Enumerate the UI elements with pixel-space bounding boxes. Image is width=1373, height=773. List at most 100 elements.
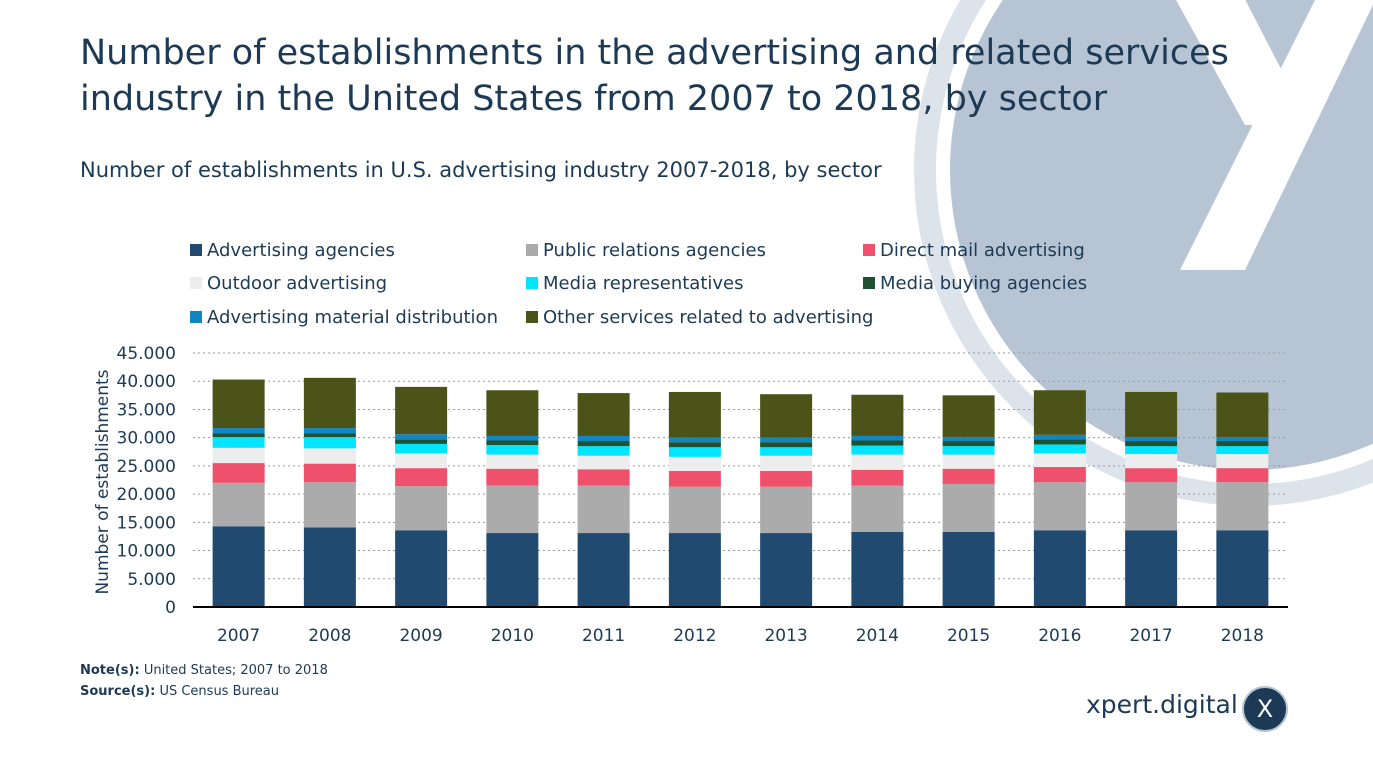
bar-segment [577, 485, 630, 534]
source-text: US Census Bureau [159, 684, 280, 699]
bar-segment [395, 468, 448, 487]
legend-swatch [190, 277, 202, 289]
bar-segment [1216, 482, 1269, 531]
bar-segment [577, 455, 630, 470]
source-line: Source(s): US Census Bureau [80, 681, 328, 702]
stacked-bar-chart: 0 5.000 10.000 15.000 20.000 25.000 30.000 35.0… [93, 344, 1288, 646]
bar-segment [486, 390, 539, 436]
bar-segment [668, 391, 721, 438]
bar-segment [212, 437, 265, 448]
bar-segment [760, 455, 813, 471]
bar-segment [1125, 468, 1178, 483]
bar-segment [486, 435, 539, 441]
bar-segment [1033, 467, 1086, 483]
bar-segment [1033, 444, 1086, 454]
legend-swatch [526, 277, 538, 289]
bar-segment [303, 433, 356, 438]
legend-label: Advertising material distribution [207, 307, 498, 328]
bar-segment [395, 486, 448, 531]
bar-segment [577, 533, 630, 607]
bar-segment [486, 468, 539, 486]
bar-segment [668, 456, 721, 471]
legend-swatch [863, 244, 875, 256]
note-text: United States; 2007 to 2018 [143, 663, 328, 678]
legend-label: Outdoor advertising [207, 273, 388, 294]
bar-segment [1033, 434, 1086, 440]
bar-segment [760, 394, 813, 438]
x-tick-label: 2018 [1221, 626, 1264, 646]
bar-segment [212, 428, 265, 434]
bar-segment [851, 435, 904, 441]
y-tick-label: 20.000 [117, 485, 176, 505]
bar-segment [760, 470, 813, 487]
bar-segment [1033, 390, 1086, 435]
bar-segment [942, 468, 995, 484]
deco-x-icon [1176, 0, 1373, 270]
y-tick-label: 15.000 [117, 513, 176, 533]
x-tick-label: 2007 [217, 626, 260, 646]
bar-segment [577, 469, 630, 486]
bar-segment [760, 447, 813, 456]
y-tick-label: 0 [165, 598, 176, 618]
legend-label: Media representatives [543, 273, 744, 294]
bar-segment [668, 442, 721, 448]
x-tick-label: 2015 [947, 626, 990, 646]
bar-segment [851, 469, 904, 486]
bar-segment [760, 533, 813, 607]
bar-segment [577, 441, 630, 447]
legend-label: Public relations agencies [543, 240, 766, 261]
bar-segment [212, 447, 265, 464]
y-tick-label: 10.000 [117, 542, 176, 562]
bar-segment [1125, 454, 1178, 469]
page-title: Number of establishments in the advertis… [80, 33, 1229, 119]
bar-segment [395, 434, 448, 440]
bar-segment [668, 533, 721, 607]
bar-segment [1033, 453, 1086, 468]
bar-segment [1216, 441, 1269, 447]
legend-item: Direct mail advertising [863, 238, 1085, 264]
x-tick-label: 2008 [308, 626, 351, 646]
y-tick-label: 5.000 [127, 570, 176, 590]
legend-swatch [526, 311, 538, 323]
bar-segment [577, 435, 630, 442]
bar-segment [1033, 439, 1086, 445]
bar-segment [942, 531, 995, 607]
x-tick-label: 2012 [673, 626, 716, 646]
bar-segment [486, 454, 539, 469]
bar-segment [942, 446, 995, 455]
bar-segment [1125, 437, 1178, 442]
bar-segment [851, 445, 904, 455]
legend-item: Media buying agencies [863, 271, 1087, 297]
note-line: Note(s): United States; 2007 to 2018 [80, 660, 328, 681]
legend-label: Other services related to advertising [543, 307, 874, 328]
x-tick-label: 2017 [1129, 626, 1172, 646]
bar-segment [303, 482, 356, 528]
x-tick-label: 2014 [856, 626, 899, 646]
bar-segment [395, 453, 448, 469]
legend-item: Other services related to advertising [526, 305, 873, 331]
x-tick-label: 2011 [582, 626, 625, 646]
bar-segment [303, 448, 356, 464]
legend-label: Direct mail advertising [880, 240, 1085, 261]
bar-segment [942, 441, 995, 447]
bar-segment [1216, 437, 1269, 442]
bar-segment [1125, 446, 1178, 455]
legend-label: Advertising agencies [207, 240, 395, 261]
bar-segment [212, 433, 265, 438]
brand-badge-icon: X [1242, 686, 1288, 732]
bar-segment [942, 454, 995, 469]
bar-segment [851, 454, 904, 470]
bar-segment [760, 442, 813, 448]
legend-swatch [190, 311, 202, 323]
bar-segment [577, 446, 630, 456]
bar-segment [851, 531, 904, 607]
y-tick-label: 25.000 [117, 457, 176, 477]
bar-segment [668, 447, 721, 457]
bar-segment [1125, 441, 1178, 447]
chart-notes: Note(s): United States; 2007 to 2018 Sou… [80, 660, 328, 702]
y-tick-label: 45.000 [117, 344, 176, 364]
bar-segment [1216, 468, 1269, 483]
bar-segment [668, 470, 721, 487]
bar-segment [577, 393, 630, 436]
bar-segment [486, 445, 539, 455]
